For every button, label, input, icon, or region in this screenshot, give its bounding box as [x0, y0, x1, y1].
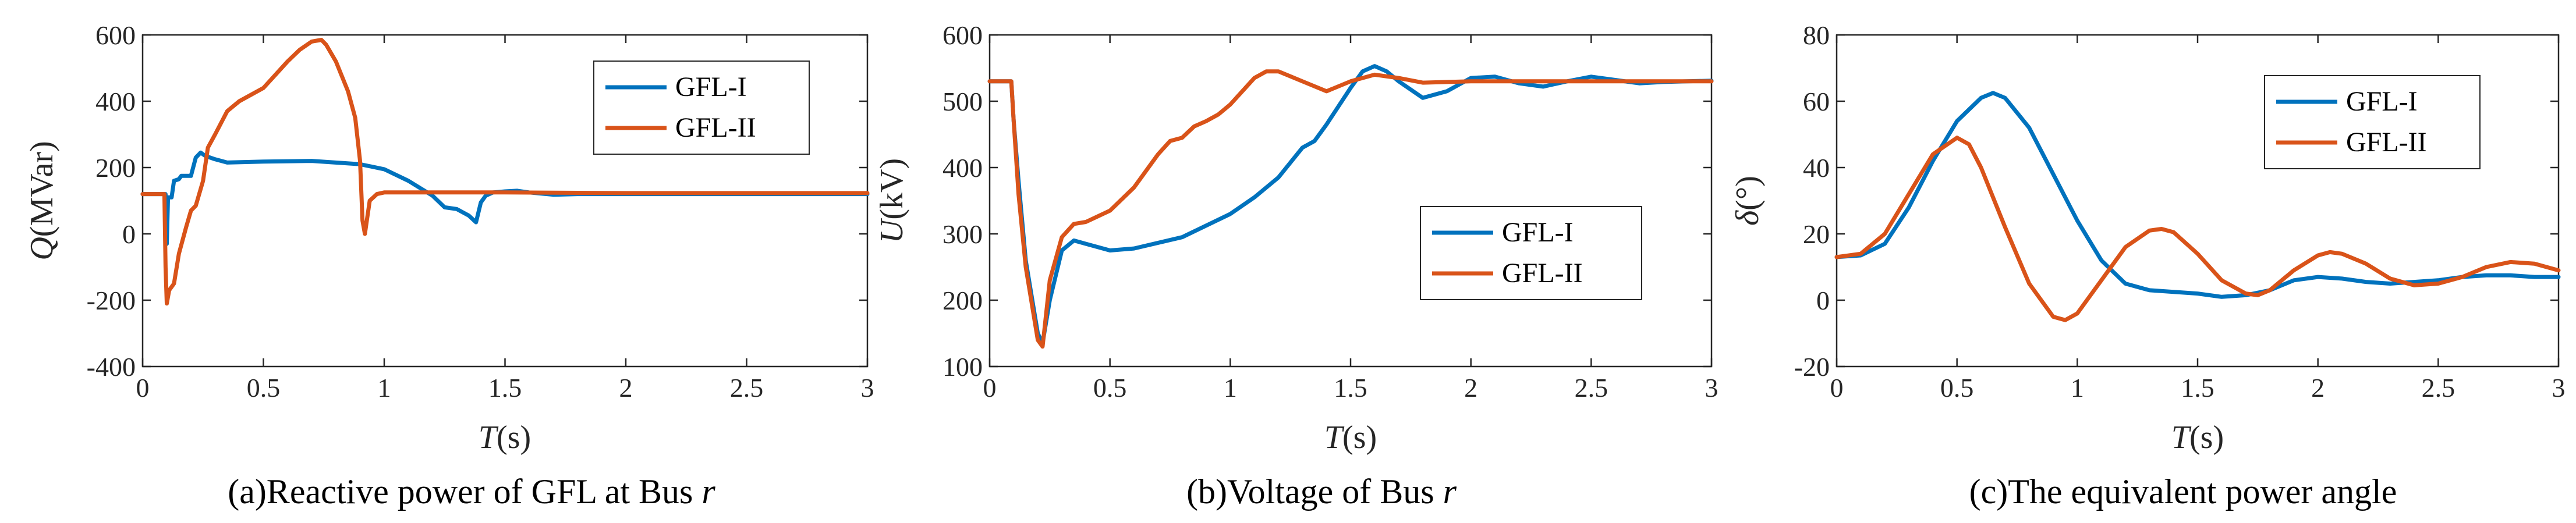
y-tick-label-a: 600 [95, 20, 136, 50]
x-tick-label-a: 3 [861, 373, 874, 403]
series-line-gfl-ii-a [140, 38, 870, 306]
series-line-gfl-ii-c [1834, 136, 2561, 322]
x-tick-label-a: 0.5 [247, 373, 281, 403]
x-tick-label-a: 2.5 [730, 373, 764, 403]
legend-box-b [1420, 206, 1642, 300]
y-tick-label-a: 200 [95, 153, 136, 183]
legend-label-gfl-ii-c: GFL-II [2346, 127, 2427, 158]
y-axis-label-a: Q(MVar) [24, 141, 60, 260]
y-tick-label-a: -400 [87, 352, 136, 382]
y-tick-label-b: 300 [942, 219, 983, 249]
x-tick-label-a: 1 [378, 373, 391, 403]
legend-label-gfl-i-c: GFL-I [2346, 86, 2418, 117]
x-tick-label-b: 1 [1224, 373, 1237, 403]
x-tick-label-b: 0 [983, 373, 997, 403]
series-line-gfl-i-c [1834, 91, 2561, 299]
x-tick-label-c: 2 [2311, 373, 2325, 403]
x-tick-label-a: 0 [136, 373, 150, 403]
y-tick-label-b: 500 [942, 87, 983, 116]
y-tick-label-a: -200 [87, 286, 136, 315]
legend-label-gfl-i-a: GFL-I [675, 72, 747, 102]
legend-box-a [593, 61, 810, 155]
y-tick-label-c: 60 [1803, 87, 1830, 116]
y-tick-label-b: 600 [942, 20, 983, 50]
x-tick-label-c: 1.5 [2181, 373, 2214, 403]
legend-a: GFL-I GFL-II [593, 61, 810, 155]
legend-box-c [2264, 75, 2481, 169]
series-line-gfl-i-a [140, 150, 870, 246]
y-tick-label-b: 100 [942, 352, 983, 382]
y-tick-label-c: 40 [1803, 153, 1830, 183]
x-tick-label-b: 1.5 [1334, 373, 1367, 403]
y-tick-label-c: 80 [1803, 20, 1830, 50]
x-axis-label-b: T(s) [1324, 419, 1377, 456]
y-tick-label-c: -20 [1794, 352, 1830, 382]
y-tick-label-b: 200 [942, 286, 983, 315]
legend-label-gfl-ii-a: GFL-II [675, 112, 756, 143]
panel-voltage: 0 0.5 1 1.5 2 2.5 3 100 200 300 400 500 600 T(s) U(k… [874, 20, 1718, 511]
x-tick-label-c: 1 [2071, 373, 2084, 403]
caption-c: (c)The equivalent power angle [1969, 472, 2397, 511]
x-axis-label-c: T(s) [2171, 419, 2224, 456]
legend-label-gfl-ii-b: GFL-II [1502, 258, 1583, 289]
x-tick-label-b: 3 [1705, 373, 1718, 403]
y-tick-label-c: 20 [1803, 219, 1830, 249]
panel-reactive-power: 0 0.5 1 1.5 2 2.5 3 -400 -200 0 200 400 600 T(s) Q(M… [24, 20, 874, 511]
x-tick-label-c: 0 [1830, 373, 1844, 403]
x-tick-label-b: 0.5 [1093, 373, 1127, 403]
y-axis-label-c: δ(°) [1730, 176, 1766, 226]
series-line-gfl-i-b [987, 64, 1714, 346]
legend-b: GFL-I GFL-II [1420, 206, 1642, 300]
x-tick-label-c: 0.5 [1940, 373, 1974, 403]
caption-a: (a)Reactive power of GFL at Bus r [228, 472, 715, 511]
x-tick-label-c: 3 [2552, 373, 2566, 403]
series-line-gfl-ii-b [987, 69, 1714, 349]
y-tick-label-b: 400 [942, 153, 983, 183]
x-axis-label-a: T(s) [479, 419, 531, 456]
x-tick-label-c: 2.5 [2422, 373, 2455, 403]
legend-c: GFL-I GFL-II [2264, 75, 2481, 169]
x-tick-label-a: 1.5 [488, 373, 522, 403]
y-tick-label-a: 400 [95, 87, 136, 116]
y-tick-label-c: 0 [1816, 286, 1830, 315]
x-tick-label-b: 2 [1464, 373, 1477, 403]
x-tick-label-b: 2.5 [1575, 373, 1608, 403]
x-tick-label-a: 2 [619, 373, 633, 403]
y-tick-label-a: 0 [122, 219, 136, 249]
legend-label-gfl-i-b: GFL-I [1502, 217, 1574, 248]
y-axis-label-b: U(kV) [874, 158, 910, 243]
caption-b: (b)Voltage of Bus r [1186, 472, 1457, 511]
